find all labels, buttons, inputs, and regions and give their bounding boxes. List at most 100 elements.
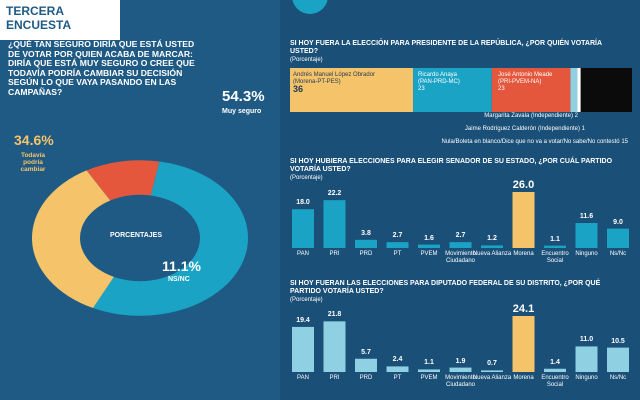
deputy-bar-6: [481, 370, 503, 372]
deputy-bar-10: [607, 347, 629, 372]
zavala-label: Margarita Zavala (Independiente) 2: [484, 113, 578, 119]
donut-slice-1: [31, 170, 114, 309]
senator-bar-6: [481, 245, 503, 248]
deputy-category-6: Nueva Alianza: [472, 375, 512, 381]
senator-value-8: 1.1: [550, 235, 560, 243]
logo-icon: [292, 0, 328, 14]
donut-slice-2: [86, 160, 160, 201]
amlo-value: 36: [293, 84, 304, 94]
stacked-bar: [290, 68, 632, 112]
senator-title: SI HOY HUBIERA ELECCIONES PARA ELEGIR SE…: [290, 158, 613, 173]
senator-category-0: PAN: [297, 251, 309, 257]
deputy-value-5: 1.9: [455, 357, 466, 365]
deputy-category-5: Movimiento Ciudadano: [445, 375, 476, 388]
deputy-value-1: 21.8: [327, 311, 342, 319]
senator-bar-4: [418, 244, 440, 248]
deputy-bar-9: [575, 346, 598, 372]
zavala-value: 2: [574, 113, 578, 119]
senator-value-4: 1.6: [424, 234, 434, 242]
senator-subtitle: (Porcentaje): [290, 175, 323, 181]
meade-label: José Antonio Meade (PRI-PVEM-NA) 23: [498, 72, 552, 93]
amlo-label: Andrés Manuel López Obrador (Morena-PT-P…: [293, 72, 376, 94]
senator-value-9: 11.6: [579, 213, 594, 220]
deputy-category-2: PRD: [359, 375, 373, 381]
rodriguez-label: Jaime Rodríguez Calderón (Independiente)…: [465, 126, 585, 132]
rodriguez-name: Jaime Rodríguez Calderón (Independiente): [464, 126, 580, 132]
senator-category-2: PRD: [359, 251, 373, 257]
senator-bar-8: [544, 245, 566, 248]
senator-bar-10: [607, 228, 629, 248]
zavala-name: Margarita Zavala (Independiente): [484, 113, 573, 119]
deputy-value-2: 5.7: [361, 348, 371, 356]
stack-segment-5: [580, 68, 632, 112]
label-podria-cambiar: Todavía podría cambiar: [20, 152, 46, 173]
pct-podria-cambiar: 34.6%: [14, 132, 54, 148]
donut-slice-0: [93, 161, 248, 316]
meade-name: José Antonio Meade: [498, 72, 553, 78]
senator-value-6: 1.2: [487, 235, 497, 243]
deputy-bar-3: [386, 366, 409, 372]
president-subtitle: (Porcentaje): [290, 57, 323, 63]
senator-value-1: 22.2: [327, 190, 342, 198]
deputy-value-4: 1.1: [424, 359, 434, 367]
nula-value: 15: [621, 139, 628, 145]
senator-value-10: 9.0: [613, 218, 623, 226]
amlo-name: Andrés Manuel López Obrador: [293, 72, 376, 78]
deputy-bar-1: [323, 321, 346, 372]
deputy-subtitle: (Porcentaje): [290, 297, 323, 303]
deputy-bar-0: [292, 326, 314, 372]
deputy-bar-8: [544, 368, 566, 372]
deputy-category-7: Morena: [513, 375, 534, 381]
deputy-value-9: 11.0: [579, 336, 594, 344]
deputy-category-3: PT: [393, 375, 402, 381]
senator-category-3: PT: [393, 251, 402, 257]
deputy-value-6: 0.7: [487, 360, 497, 368]
deputy-value-3: 2.4: [392, 356, 403, 364]
senator-bar-3: [386, 242, 409, 248]
senator-category-1: PRI: [329, 251, 340, 257]
senator-value-2: 3.8: [361, 229, 371, 237]
amlo-party: (Morena-PT-PES): [293, 79, 341, 85]
deputy-value-7: 24.1: [512, 303, 535, 315]
pct-nsnc: 11.1%: [162, 258, 201, 274]
donut-center-label: PORCENTAJES: [110, 232, 162, 239]
senator-bar-5: [449, 242, 472, 248]
president-title: SI HOY FUERA LA ELECCIÓN PARA PRESIDENTE…: [290, 40, 602, 55]
meade-value: 23: [498, 86, 505, 92]
pct-muy-seguro: 54.3%: [222, 88, 265, 105]
anaya-name: Ricardo Anaya: [418, 72, 458, 78]
deputy-value-0: 19.4: [296, 316, 310, 324]
section-tag: TERCERA ENCUESTA: [0, 0, 120, 40]
deputy-bar-2: [355, 358, 377, 372]
senator-bar-1: [323, 200, 346, 248]
senator-bar-0: [292, 209, 314, 248]
stack-segment-3: [570, 68, 578, 112]
deputy-value-8: 1.4: [550, 358, 560, 366]
anaya-party: (PAN-PRD-MC): [418, 79, 460, 85]
deputy-value-10: 10.5: [611, 337, 625, 345]
nula-name: Nula/Boleta en blanco/Dice que no va a v…: [441, 139, 620, 145]
anaya-label: Ricardo Anaya (PAN-PRD-MC) 23: [418, 72, 460, 93]
senator-category-4: PVEM: [420, 251, 438, 257]
stack-segment-2: [491, 68, 571, 112]
senator-value-0: 18.0: [296, 199, 310, 207]
senator-value-7: 26.0: [512, 179, 535, 191]
deputy-category-10: Ns/Nc: [609, 375, 627, 381]
rodriguez-value: 1: [581, 126, 585, 132]
deputy-category-9: Ninguno: [575, 375, 598, 381]
senator-category-8: Encuentro Social: [541, 251, 569, 264]
deputy-category-4: PVEM: [420, 375, 438, 381]
stack-segment-4: [577, 68, 581, 112]
stack-segment-0: [290, 68, 414, 112]
question-1: ¿QUÉ TAN SEGURO DIRÍA QUE ESTÁ USTED DE …: [8, 39, 195, 97]
nula-label: Nula/Boleta en blanco/Dice que no va a v…: [442, 139, 628, 145]
deputy-category-8: Encuentro Social: [541, 375, 569, 388]
donut-chart: [31, 160, 248, 316]
deputy-bar-4: [418, 369, 440, 372]
senator-value-3: 2.7: [392, 232, 403, 240]
deputy-title: SI HOY FUERAN LAS ELECCIONES PARA DIPUTA…: [290, 280, 601, 295]
deputy-bar-5: [449, 367, 472, 372]
deputy-category-0: PAN: [297, 375, 309, 381]
senator-category-7: Morena: [513, 251, 534, 257]
